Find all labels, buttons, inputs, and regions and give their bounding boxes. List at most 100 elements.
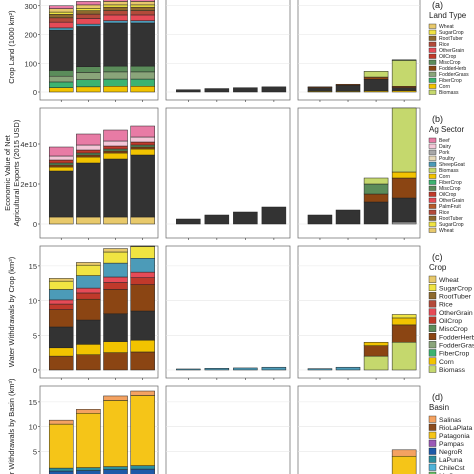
bar	[103, 0, 128, 93]
facet-frame	[165, 0, 291, 101]
bar-segment-corn	[130, 339, 155, 353]
bar-segment-biomass	[391, 107, 417, 173]
bar-segment-wheat	[76, 4, 101, 9]
legend-label: SugarCrop	[439, 222, 464, 228]
bar-segment-rice	[76, 13, 101, 19]
bar-segment-oilcrop	[48, 159, 74, 164]
y-axis-label: Economic Value of NetAgricultural Export…	[3, 119, 21, 226]
bar-segment-softwood	[335, 209, 361, 225]
legend-label: Wheat	[439, 24, 454, 30]
bar-segment-salinas	[391, 449, 417, 457]
bar-segment-fibercrop	[130, 78, 155, 87]
bar-segment-salinas	[130, 390, 155, 396]
bar-segment-othergrain	[103, 14, 128, 21]
panel-tag: (c)	[432, 252, 443, 262]
bar-segment-misccrop	[48, 162, 74, 166]
bar-segment-lapuna	[76, 467, 101, 471]
legend-swatch-salinas	[428, 415, 437, 423]
bar-segment-biomass	[391, 60, 417, 87]
panel-tag: (b)	[432, 114, 443, 124]
bar-segment-fibercrop	[103, 78, 128, 87]
bar-segment-fibercrop	[391, 59, 417, 61]
bar-segment-softwood	[76, 162, 101, 218]
legend-label: RootTuber	[439, 294, 472, 301]
bar-segment-sugarcrop	[48, 11, 74, 15]
legend-label: ChileCst	[439, 465, 465, 472]
bar-segment-wheat	[103, 248, 128, 253]
bar-segment-fodderherb	[103, 289, 128, 315]
bar-segment-negror	[76, 470, 101, 474]
bar	[204, 214, 230, 225]
bar	[307, 368, 333, 371]
bar-segment-corn	[76, 344, 101, 355]
legend-swatch-fibercrop	[428, 179, 437, 185]
legend-swatch-corn	[428, 83, 437, 89]
legend-label: SheepGoat	[439, 162, 465, 168]
bar	[233, 367, 258, 371]
bar	[261, 86, 287, 93]
legend: Land Type WheatSugarCropRootTuberRiceOthe…	[428, 11, 469, 96]
bar-segment-sheepgoat	[261, 366, 287, 371]
bar-segment-softwood	[307, 87, 333, 92]
bar-segment-softwood	[391, 197, 417, 223]
bar-segment-wheat	[103, 1, 128, 6]
legend-swatch-sugarcrop	[428, 29, 437, 35]
y-axis-label: Water Withdrawals by Basin (km³)	[7, 378, 16, 474]
legend-swatch-dairy	[428, 143, 437, 149]
bar-segment-oilcrop	[48, 303, 74, 310]
bar	[48, 278, 74, 371]
bar-segment-fodderherb	[363, 345, 389, 357]
bar-segment-fodderherb	[103, 352, 128, 371]
legend-swatch-misccrop	[428, 59, 437, 65]
facet-1	[39, 385, 159, 474]
bar-segment-corn	[391, 317, 417, 326]
bar-segment-sheepgoat	[307, 368, 333, 371]
bar	[48, 5, 74, 93]
bar-segment-sugarcrop	[130, 246, 155, 259]
bar	[204, 368, 230, 371]
bar-segment-wheat	[48, 278, 74, 282]
bar-segment-fodderherb	[76, 298, 101, 321]
bar-segment-wheat	[130, 216, 155, 225]
legend-label: Biomass	[439, 367, 466, 374]
y-tick-label: 5	[33, 331, 37, 340]
bar	[130, 0, 155, 93]
bar-segment-patagonia	[391, 455, 417, 474]
bar-segment-fodderherb	[103, 150, 128, 154]
facet-2	[165, 0, 291, 102]
bar-segment-biomass	[363, 71, 389, 78]
legend-swatch-negror	[428, 447, 437, 455]
bar-segment-foddergrass	[130, 71, 155, 80]
bar-segment-fibercrop	[48, 81, 74, 88]
legend-label: OtherGrain	[439, 198, 464, 204]
bar-segment-rice	[130, 10, 155, 16]
y-tick-label: 300	[24, 2, 37, 11]
facet-2	[165, 107, 291, 240]
bar-segment-corn	[103, 341, 128, 353]
y-tick-label: 200	[24, 31, 37, 40]
legend-label: Pampas	[439, 441, 465, 448]
legend-swatch-pork	[428, 149, 437, 155]
bar-segment-foddergrass	[103, 71, 128, 80]
bar-segment-sugarcrop	[103, 4, 128, 8]
legend-swatch-fodderherb	[428, 332, 437, 341]
bar	[391, 59, 417, 93]
bar-segment-misccrop	[103, 65, 128, 73]
bar-segment-othergrain	[48, 21, 74, 29]
facet-3	[297, 0, 421, 102]
legend-swatch-othergrain	[428, 197, 437, 203]
bar-segment-othergrain	[103, 276, 128, 283]
bar	[76, 1, 101, 93]
bar-segment-pork	[391, 221, 417, 225]
bar-segment-fodderherb	[130, 146, 155, 150]
bar-segment-rice	[48, 17, 74, 23]
legend-swatch-foddergrass	[428, 71, 437, 77]
bar-segment-beef	[76, 133, 101, 146]
bar-segment-roottuber	[103, 6, 128, 11]
legend-label: RootTuber	[439, 36, 463, 42]
bar-segment-softwood	[130, 310, 155, 341]
bar-segment-softwood	[176, 218, 201, 225]
bar	[363, 177, 389, 225]
bar-segment-lapuna	[103, 466, 128, 470]
bar	[48, 146, 74, 225]
